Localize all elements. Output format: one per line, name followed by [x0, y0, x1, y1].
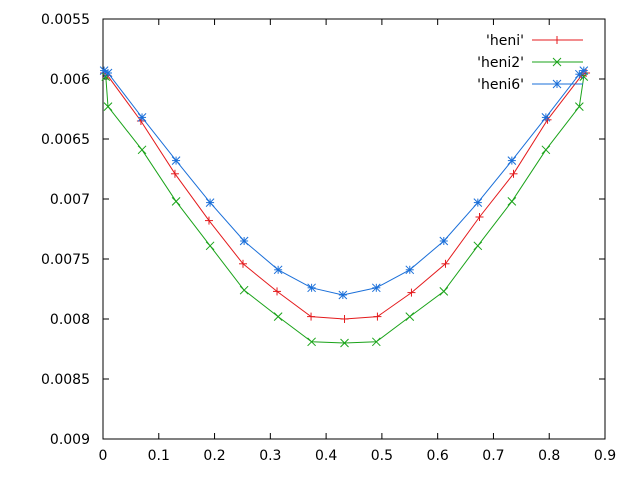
x-tick-label: 0.4 — [315, 448, 337, 464]
legend-item: 'heni' — [486, 33, 583, 49]
x-tick-label: 0.2 — [203, 448, 225, 464]
series-line — [103, 70, 585, 296]
legend-item: 'heni6' — [477, 77, 583, 93]
data-point — [507, 197, 517, 206]
data-point — [137, 113, 147, 122]
legend-label: 'heni' — [486, 33, 524, 49]
data-point — [103, 102, 113, 111]
data-point — [371, 283, 381, 293]
data-point — [509, 169, 518, 178]
data-point — [338, 290, 348, 300]
data-point — [273, 312, 283, 321]
data-point — [273, 265, 283, 275]
series-layer — [99, 66, 591, 348]
data-point — [340, 315, 349, 323]
series-2 — [99, 66, 589, 300]
data-point — [239, 259, 248, 268]
data-point — [371, 337, 381, 347]
data-point — [579, 66, 589, 75]
y-tick-label: 0.008 — [50, 312, 90, 328]
y-tick-label: 0.0055 — [41, 12, 90, 28]
y-tick-label: 0.0075 — [41, 252, 90, 268]
y-tick-label: 0.009 — [50, 432, 90, 448]
data-point — [137, 145, 147, 155]
y-tick-label: 0.0065 — [41, 132, 90, 148]
data-point — [171, 197, 181, 206]
legend-label: 'heni6' — [477, 77, 524, 93]
data-point — [541, 145, 551, 155]
data-point — [407, 288, 416, 297]
data-point — [307, 337, 316, 347]
data-point — [239, 285, 249, 295]
x-axis-tick-labels: 0 0.1 0.2 0.3 0.4 0.5 0.6 0.7 0.8 0.9 — [99, 448, 617, 464]
data-point — [574, 102, 584, 111]
axis-ticks — [102, 18, 606, 440]
y-tick-label: 0.006 — [50, 72, 90, 88]
x-tick-label: 0.9 — [594, 448, 616, 464]
x-tick-label: 0.7 — [482, 448, 504, 464]
legend: 'heni' 'heni2' 'heni6' — [477, 33, 583, 93]
data-point — [171, 156, 181, 165]
data-point — [103, 68, 113, 78]
plot-frame — [102, 18, 606, 440]
series-line — [103, 72, 587, 320]
legend-marker — [552, 57, 562, 67]
data-point — [405, 312, 415, 321]
data-point — [340, 338, 349, 348]
data-point — [574, 69, 584, 79]
data-point — [205, 241, 215, 251]
legend-label: 'heni2' — [477, 55, 524, 71]
series-1 — [101, 72, 589, 348]
x-tick-label: 0.3 — [259, 448, 281, 464]
data-point — [473, 241, 483, 251]
data-point — [170, 169, 179, 178]
data-point — [507, 156, 517, 165]
x-tick-label: 0.1 — [148, 448, 170, 464]
data-point — [204, 216, 213, 225]
y-axis-tick-labels: 0.0055 0.006 0.0065 0.007 0.0075 0.008 0.0085 0… — [41, 12, 90, 448]
data-point — [405, 265, 415, 275]
data-point — [439, 236, 449, 246]
data-point — [473, 198, 483, 207]
data-point — [441, 259, 450, 268]
data-point — [307, 312, 316, 321]
data-point — [373, 312, 382, 321]
data-point — [475, 213, 484, 221]
data-point — [205, 198, 215, 207]
y-tick-label: 0.0085 — [41, 372, 90, 388]
data-point — [439, 287, 449, 296]
data-point — [273, 287, 282, 296]
legend-item: 'heni2' — [477, 55, 583, 71]
x-tick-label: 0 — [99, 448, 108, 464]
legend-marker — [553, 36, 561, 44]
x-tick-label: 0.6 — [427, 448, 449, 464]
data-point — [541, 113, 551, 122]
data-point — [239, 236, 249, 246]
legend-marker — [552, 79, 562, 89]
y-tick-label: 0.007 — [50, 192, 90, 208]
series-line — [105, 76, 585, 344]
series-0 — [100, 69, 591, 323]
x-tick-label: 0.8 — [538, 448, 560, 464]
x-tick-label: 0.5 — [371, 448, 393, 464]
data-point — [307, 283, 316, 293]
